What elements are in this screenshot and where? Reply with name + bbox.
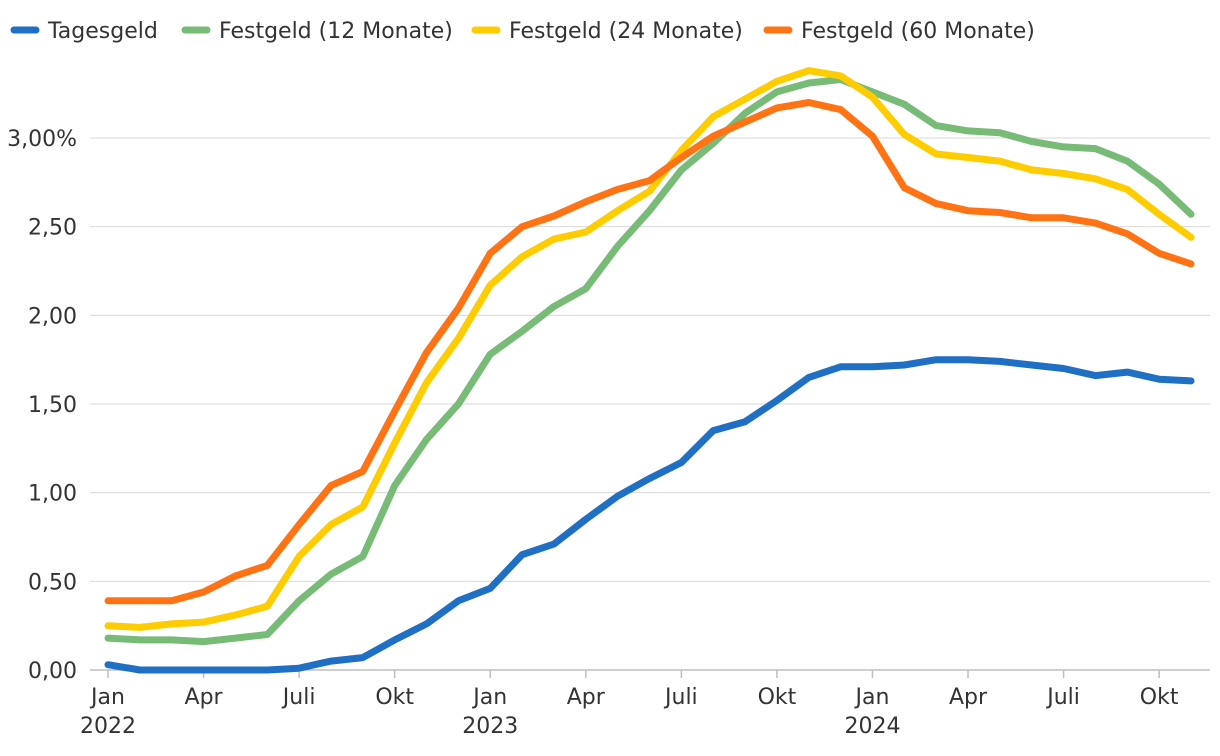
x-tick-label: Juli	[1045, 685, 1080, 710]
x-tick-label: Apr	[567, 685, 606, 710]
x-tick-label: Jan	[854, 685, 890, 710]
legend-label: Festgeld (24 Monate)	[509, 19, 743, 44]
legend-label: Festgeld (12 Monate)	[219, 19, 453, 44]
x-tick-label: Okt	[758, 685, 797, 710]
legend: Tagesgeld Festgeld (12 Monate) Festgeld (2…	[10, 19, 1035, 44]
x-tick-label: Apr	[949, 685, 988, 710]
x-tick-year-label: 2022	[80, 714, 136, 739]
legend-label: Tagesgeld	[47, 19, 158, 44]
x-tick-year-label: 2023	[462, 714, 518, 739]
legend-label: Festgeld (60 Monate)	[801, 19, 1035, 44]
series-line-0	[104, 356, 1195, 674]
x-tick-label: Okt	[375, 685, 414, 710]
x-tick-label: Apr	[185, 685, 224, 710]
x-tick-label: Juli	[663, 685, 698, 710]
series-line-3	[104, 99, 1195, 605]
series-line-2	[104, 67, 1195, 631]
y-tick-label: 0,50	[28, 570, 77, 595]
y-tick-label: 3,00%	[7, 127, 77, 152]
x-axis: Jan 2022 Apr Juli Okt Jan 2023 Apr Juli Okt Jan 202…	[80, 670, 1179, 739]
x-tick-year-label: 2024	[844, 714, 900, 739]
y-tick-label: 0,00	[28, 659, 77, 684]
x-tick-label: Jan	[471, 685, 507, 710]
y-tick-label: 1,00	[28, 482, 77, 507]
y-tick-label: 1,50	[28, 393, 77, 418]
y-axis: 0,00 0,50 1,00 1,50 2,00 2,50 3,00%	[7, 127, 77, 684]
x-tick-label: Jan	[89, 685, 125, 710]
x-tick-label: Juli	[281, 685, 316, 710]
y-tick-label: 2,50	[28, 216, 77, 241]
x-tick-label: Okt	[1140, 685, 1179, 710]
series-lines	[104, 67, 1195, 674]
y-tick-label: 2,00	[28, 304, 77, 329]
series-line-1	[104, 76, 1195, 646]
